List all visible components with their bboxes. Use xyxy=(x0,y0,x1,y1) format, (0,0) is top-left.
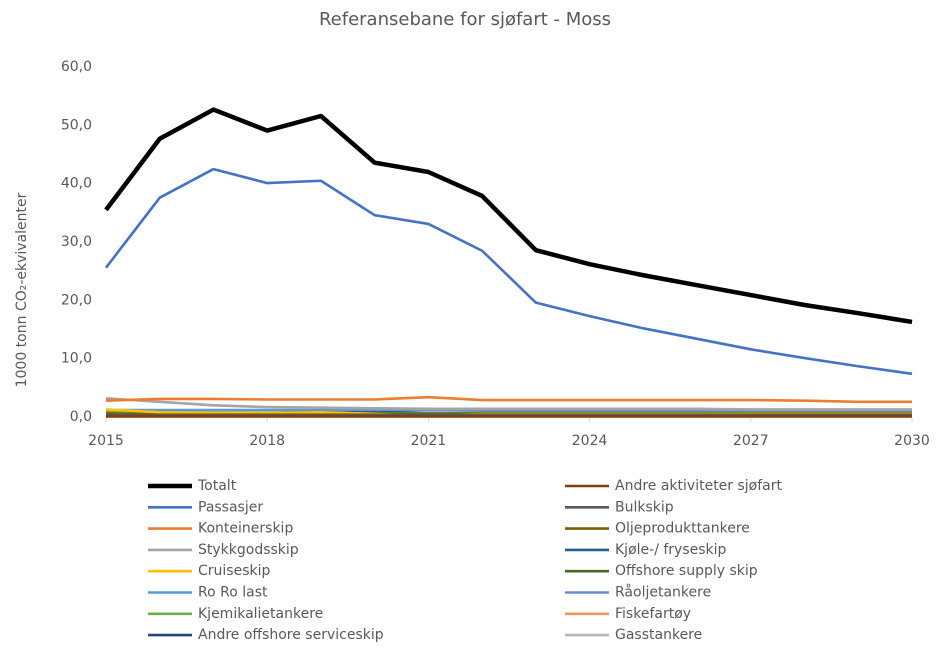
y-tick-label: 30,0 xyxy=(61,234,92,250)
legend-label: Bulkskip xyxy=(615,499,674,515)
y-tick-label: 40,0 xyxy=(61,176,92,192)
legend-label: Andre offshore serviceskip xyxy=(198,627,384,643)
legend-label: Gasstankere xyxy=(615,627,702,643)
y-tick-label: 50,0 xyxy=(61,117,92,133)
chart-title: Referansebane for sjøfart - Moss xyxy=(319,9,611,30)
series-line xyxy=(105,395,912,404)
legend-label: Konteinerskip xyxy=(198,521,293,537)
legend-label: Oljeprodukttankere xyxy=(615,521,750,537)
series-line xyxy=(104,107,913,325)
legend-label: Passasjer xyxy=(198,499,263,515)
x-tick-label: 2021 xyxy=(411,433,447,449)
legend-label: Totalt xyxy=(197,478,237,494)
legend-label: Andre aktiviteter sjøfart xyxy=(615,478,783,494)
x-tick-label: 2027 xyxy=(733,433,769,449)
legend-label: Ro Ro last xyxy=(198,585,268,601)
series-line xyxy=(104,167,913,376)
legend-label: Råoljetankere xyxy=(615,584,711,601)
x-tick-label: 2030 xyxy=(894,433,930,449)
x-tick-label: 2018 xyxy=(249,433,285,449)
y-tick-label: 20,0 xyxy=(61,292,92,308)
y-tick-label: 10,0 xyxy=(61,351,92,367)
legend-label: Stykkgodsskip xyxy=(198,542,299,558)
x-tick-label: 2024 xyxy=(572,433,608,449)
x-tick-label: 2015 xyxy=(88,433,124,449)
y-tick-label: 60,0 xyxy=(61,59,92,75)
y-axis-label: 1000 tonn CO₂-ekvivalenter xyxy=(14,192,30,387)
series-line xyxy=(105,397,912,411)
legend-label: Offshore supply skip xyxy=(615,563,758,579)
y-tick-label: 0,0 xyxy=(70,409,92,425)
legend-label: Kjøle-/ fryseskip xyxy=(615,542,727,558)
legend-label: Kjemikalietankere xyxy=(198,606,323,622)
legend-label: Cruiseskip xyxy=(198,563,270,579)
legend-label: Fiskefartøy xyxy=(615,606,691,622)
